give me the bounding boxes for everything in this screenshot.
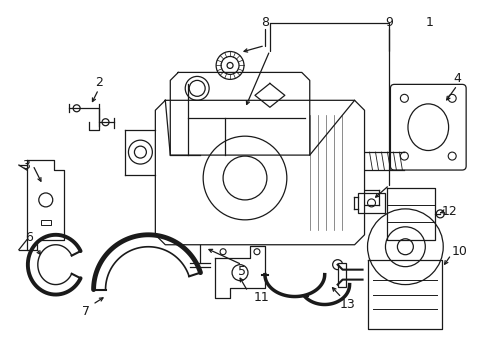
Text: 5: 5 bbox=[238, 265, 246, 278]
Text: 11: 11 bbox=[254, 291, 270, 304]
Text: 10: 10 bbox=[451, 245, 467, 258]
Text: 12: 12 bbox=[441, 205, 457, 219]
Bar bbox=[358, 193, 386, 213]
Text: 13: 13 bbox=[340, 298, 355, 311]
Bar bbox=[338, 263, 345, 287]
Bar bbox=[41, 220, 51, 225]
Text: 9: 9 bbox=[386, 16, 393, 29]
Text: 2: 2 bbox=[95, 76, 102, 89]
Text: 7: 7 bbox=[82, 305, 90, 318]
Text: 4: 4 bbox=[453, 72, 461, 85]
Text: 1: 1 bbox=[425, 16, 433, 29]
Text: 8: 8 bbox=[261, 16, 269, 29]
Text: 3: 3 bbox=[22, 158, 30, 172]
FancyBboxPatch shape bbox=[391, 84, 466, 170]
Text: 6: 6 bbox=[25, 231, 33, 244]
